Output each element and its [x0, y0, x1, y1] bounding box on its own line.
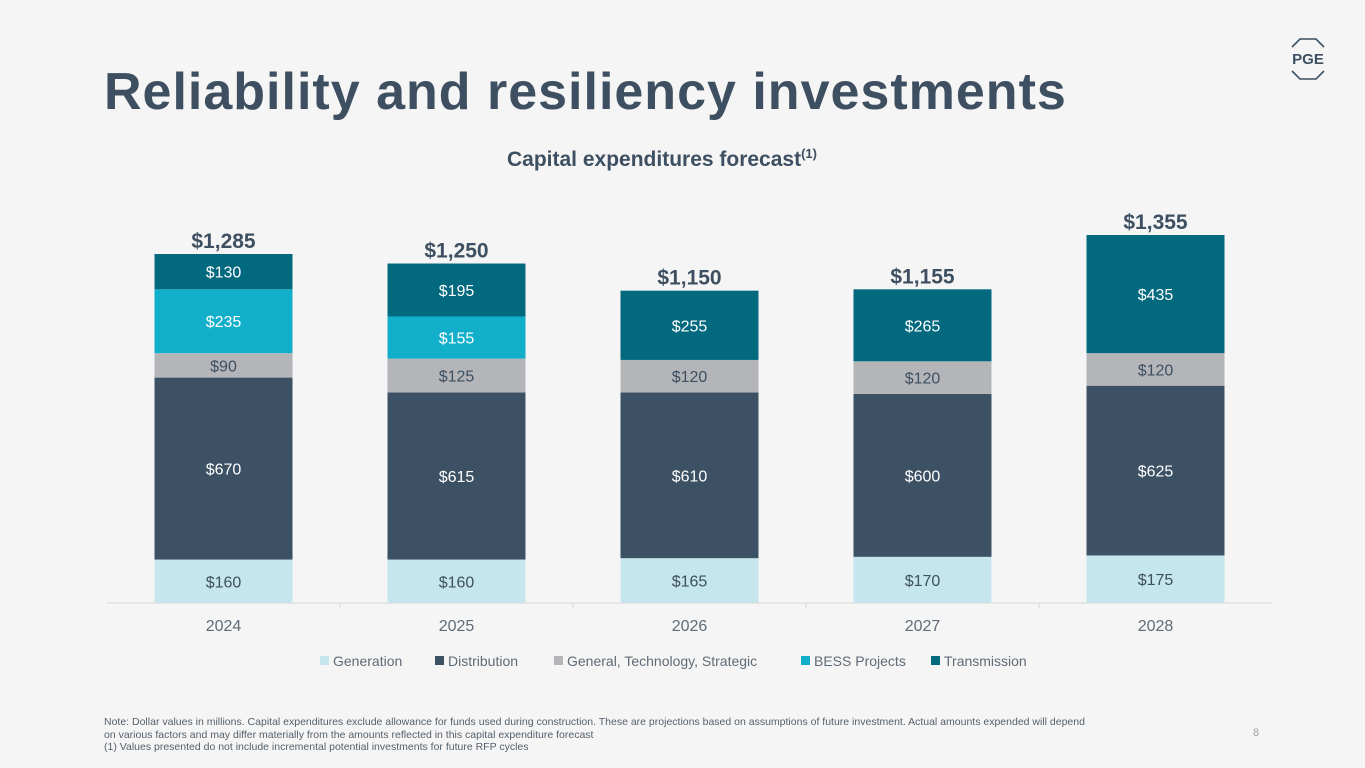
- bar-transmission-2028: [1086, 235, 1225, 354]
- bar-transmission-2024: [154, 254, 293, 290]
- value-label-generation-2025: $160: [439, 574, 475, 591]
- bar-distribution-2028: [1086, 385, 1225, 556]
- bar-distribution-2026: [620, 392, 759, 559]
- legend-label-transmission: Transmission: [944, 653, 1027, 669]
- x-axis: 2024 2025 2026 2027 2028: [206, 603, 1174, 635]
- value-label-general-technology-strategic-2028: $120: [1138, 362, 1174, 379]
- bar-transmission-2025: [387, 263, 526, 317]
- legend-swatch-general-technology-strategic: [554, 656, 563, 665]
- legend-label-generation: Generation: [333, 653, 402, 669]
- bar-transmission-2026: [620, 290, 759, 360]
- chart-title-superscript: (1): [801, 146, 817, 161]
- bar-general-technology-strategic-2025: [387, 358, 526, 393]
- value-label-distribution-2027: $600: [905, 468, 941, 485]
- legend-label-bess-projects: BESS Projects: [814, 653, 906, 669]
- value-label-general-technology-strategic-2025: $125: [439, 369, 475, 386]
- value-label-bess-projects-2025: $155: [439, 331, 475, 348]
- value-label-distribution-2026: $610: [672, 468, 708, 485]
- bar-bess-projects-2024: [154, 289, 293, 354]
- value-label-transmission-2027: $265: [905, 318, 941, 335]
- chart-title-text: Capital expenditures forecast: [507, 148, 801, 171]
- x-tick-label-2026: 2026: [672, 618, 708, 635]
- total-label-2027: $1,155: [890, 265, 955, 288]
- total-label-2028: $1,355: [1123, 211, 1188, 234]
- x-tick-label-2028: 2028: [1138, 618, 1174, 635]
- page-number: 8: [1253, 727, 1260, 739]
- bar-distribution-2027: [853, 393, 992, 557]
- value-label-transmission-2028: $435: [1138, 287, 1174, 304]
- legend-swatch-generation: [320, 656, 329, 665]
- x-tick-label-2025: 2025: [439, 618, 475, 635]
- value-label-generation-2027: $170: [905, 573, 941, 590]
- value-label-distribution-2025: $615: [439, 469, 475, 486]
- legend-swatch-distribution: [435, 656, 444, 665]
- bars-group: $160 $670 $90 $235 $130 $1,285 $160 $615 $125 $15…: [154, 211, 1225, 603]
- value-label-general-technology-strategic-2024: $90: [210, 358, 237, 375]
- legend-swatch-bess-projects: [801, 656, 810, 665]
- pge-logo: PGE: [1291, 38, 1325, 80]
- footnote-line: on various factors and may differ materi…: [104, 728, 594, 741]
- bar-general-technology-strategic-2027: [853, 361, 992, 394]
- chart-title: Capital expenditures forecast(1): [507, 146, 817, 171]
- logo-text: PGE: [1292, 51, 1324, 68]
- value-label-general-technology-strategic-2027: $120: [905, 371, 941, 388]
- total-label-2026: $1,150: [657, 267, 721, 290]
- value-label-generation-2024: $160: [206, 574, 242, 591]
- total-label-2024: $1,285: [191, 230, 256, 253]
- legend-label-distribution: Distribution: [448, 653, 518, 669]
- bar-general-technology-strategic-2028: [1086, 353, 1225, 386]
- bar-general-technology-strategic-2026: [620, 359, 759, 393]
- value-label-transmission-2025: $195: [439, 283, 475, 300]
- value-label-transmission-2024: $130: [206, 265, 242, 282]
- x-tick-label-2024: 2024: [206, 618, 242, 635]
- value-label-transmission-2026: $255: [672, 318, 708, 335]
- footnote-line: (1) Values presented do not include incr…: [104, 741, 529, 753]
- value-label-distribution-2024: $670: [206, 462, 242, 479]
- value-label-generation-2028: $175: [1138, 572, 1174, 589]
- bar-generation-2025: [387, 559, 526, 603]
- value-label-bess-projects-2024: $235: [206, 314, 242, 331]
- bar-general-technology-strategic-2024: [154, 353, 293, 378]
- footnote: Note: Dollar values in millions. Capital…: [104, 716, 1224, 754]
- value-label-general-technology-strategic-2026: $120: [672, 369, 708, 386]
- bar-distribution-2025: [387, 392, 526, 560]
- footnote-line: Note: Dollar values in millions. Capital…: [104, 716, 1085, 728]
- capex-chart: Capital expenditures forecast(1) $160 $67…: [107, 146, 1272, 669]
- value-label-distribution-2028: $625: [1138, 464, 1174, 481]
- bar-transmission-2027: [853, 289, 992, 362]
- legend-label-general-technology-strategic: General, Technology, Strategic: [567, 653, 757, 669]
- value-label-generation-2026: $165: [672, 574, 708, 591]
- bar-generation-2024: [154, 559, 293, 603]
- bar-generation-2028: [1086, 555, 1225, 603]
- legend-swatch-transmission: [931, 656, 940, 665]
- bar-bess-projects-2025: [387, 316, 526, 359]
- x-tick-label-2027: 2027: [905, 618, 941, 635]
- bar-distribution-2024: [154, 377, 293, 560]
- page-title: Reliability and resiliency investments: [104, 63, 1067, 121]
- total-label-2025: $1,250: [424, 240, 488, 263]
- bar-generation-2026: [620, 558, 759, 603]
- bar-generation-2027: [853, 556, 992, 603]
- legend: Generation Distribution General, Technolog…: [320, 653, 1027, 669]
